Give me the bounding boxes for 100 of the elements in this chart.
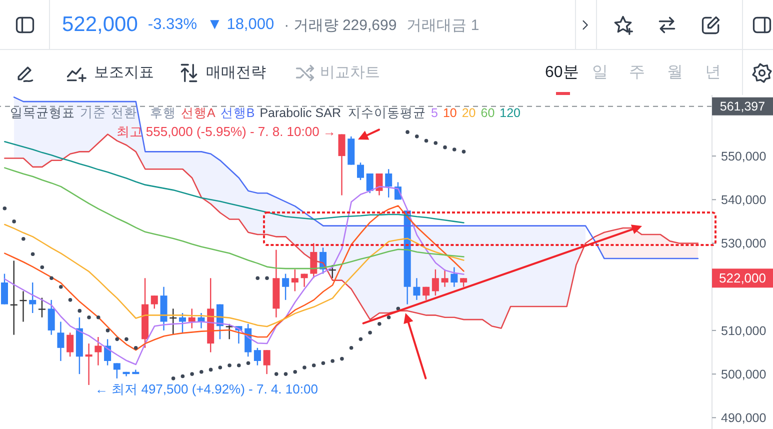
point	[302, 366, 306, 370]
annotation: 지수이동평균	[348, 105, 426, 121]
text: 20	[462, 105, 476, 121]
candlestick	[179, 312, 186, 334]
candlestick	[1, 273, 8, 305]
point	[68, 298, 72, 302]
line-series	[13, 96, 699, 260]
point	[30, 252, 35, 256]
point	[134, 346, 138, 350]
candlestick	[150, 294, 158, 310]
y-tick-label: 500,000	[721, 367, 766, 382]
candlestick	[432, 268, 439, 296]
point	[293, 370, 298, 374]
point	[171, 376, 176, 380]
point	[87, 315, 91, 320]
point	[414, 134, 419, 138]
candlestick	[357, 162, 364, 181]
text: 보조지표	[94, 63, 154, 83]
candlestick	[366, 172, 374, 194]
candlestick	[188, 308, 196, 329]
candlestick	[291, 268, 298, 292]
point	[190, 372, 194, 376]
point	[12, 220, 16, 224]
point	[462, 150, 466, 154]
point	[246, 361, 250, 366]
point	[78, 308, 82, 313]
point	[256, 276, 260, 280]
point	[2, 206, 7, 210]
point	[218, 366, 222, 370]
y-tick-label: 510,000	[721, 324, 766, 338]
candlestick	[263, 349, 270, 375]
point	[228, 363, 232, 368]
candlestick	[413, 278, 420, 301]
candlestick	[57, 321, 64, 362]
point	[321, 361, 326, 366]
candlestick	[300, 273, 308, 288]
point	[386, 315, 391, 320]
text: 거래대금 1	[406, 16, 480, 34]
candlestick	[282, 273, 290, 301]
point	[358, 337, 363, 342]
candlestick	[48, 299, 55, 336]
point	[349, 346, 354, 350]
annotation: 전환	[111, 105, 137, 121]
text: 주	[629, 63, 645, 83]
text: 60	[480, 105, 495, 121]
text: 선행B	[220, 105, 255, 121]
candlestick	[450, 266, 458, 288]
text: 522,000	[62, 13, 138, 37]
point	[368, 330, 372, 335]
y-tick-label: 490,000	[721, 411, 766, 426]
point	[115, 337, 120, 342]
point	[378, 322, 382, 326]
point	[330, 359, 334, 363]
text: 매매전략	[206, 63, 266, 83]
candlestick	[422, 286, 430, 301]
point	[406, 130, 410, 134]
candlestick	[254, 347, 261, 366]
line-series	[4, 205, 464, 351]
text: 522,000	[719, 270, 766, 286]
text: 비교차트	[320, 63, 380, 83]
legend-title: 일목균형표	[10, 105, 75, 121]
point	[443, 145, 447, 150]
annotation: 후행	[150, 105, 176, 121]
text: 60분	[545, 63, 579, 83]
y-tick-label: 540,000	[721, 193, 766, 208]
point	[312, 363, 316, 368]
text: -3.33%	[148, 16, 198, 34]
point	[452, 148, 456, 152]
candlestick	[94, 336, 102, 366]
text: 10	[442, 105, 457, 121]
point	[236, 363, 241, 368]
candlestick	[441, 268, 448, 288]
candlestick	[85, 342, 92, 386]
candlestick	[29, 282, 36, 314]
point	[50, 276, 54, 280]
point	[58, 284, 63, 289]
text: ▼ 18,000	[207, 16, 274, 34]
text: 월	[667, 63, 683, 83]
text: 년	[705, 63, 721, 83]
point	[284, 372, 288, 376]
point	[200, 370, 204, 374]
point	[40, 265, 44, 270]
point	[96, 315, 100, 320]
point	[124, 337, 128, 342]
point	[106, 328, 110, 332]
annotation: ← 최저 497,500 (+4.92%) - 7. 4. 10:00	[95, 382, 318, 397]
point	[22, 236, 26, 241]
point	[265, 276, 269, 280]
text: Parabolic SAR	[260, 105, 341, 121]
y-tick-label: 550,000	[721, 149, 766, 164]
point	[274, 372, 278, 376]
text: 120	[500, 105, 521, 121]
candlestick	[338, 134, 346, 196]
point	[424, 138, 428, 143]
point	[208, 368, 213, 372]
text: 5	[430, 105, 438, 121]
text: 일	[592, 63, 608, 83]
candlestick	[385, 168, 392, 198]
line-series	[4, 141, 464, 224]
line-series	[4, 224, 464, 328]
